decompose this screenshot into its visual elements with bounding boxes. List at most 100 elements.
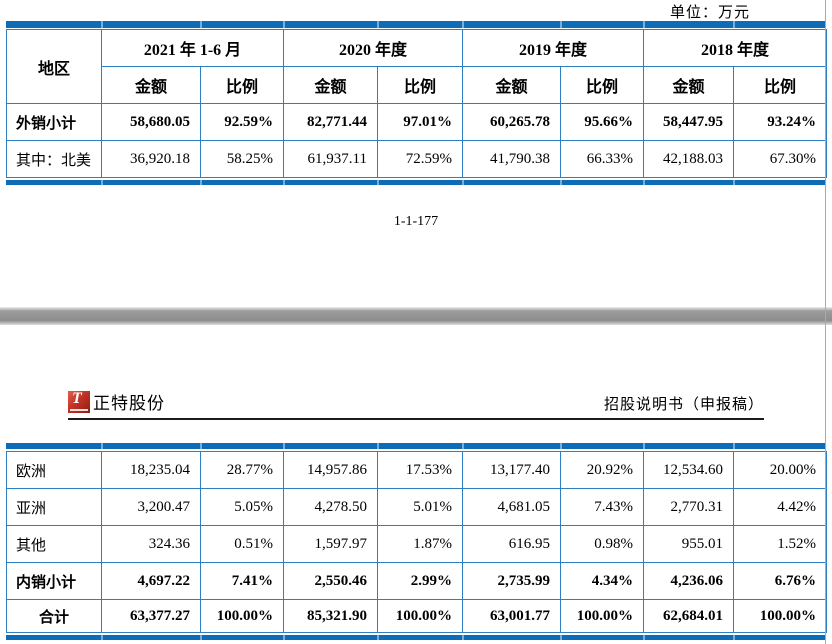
period-header-2021: 2021 年 1-6 月 [101,29,284,67]
region-sales-table-continued: 欧洲 18,235.04 28.77% 14,957.86 17.53% 13,… [6,451,827,633]
cell-value: 93.24% [733,103,828,141]
cell-value: 6.76% [733,562,827,600]
cell-value: 2,735.99 [462,562,561,600]
period-header-2020: 2020 年度 [282,29,464,67]
cell-value: 61,937.11 [283,140,378,178]
amount-header: 金额 [283,66,378,104]
cell-value: 20.00% [733,451,827,489]
cell-value: 0.98% [560,525,644,563]
cell-value: 85,321.90 [283,599,378,633]
cell-value: 4,236.06 [643,562,734,600]
region-sales-table: 地区 2021 年 1-6 月 2020 年度 2019 年度 2018 年度 … [6,29,828,178]
row-label: 合计 [6,599,102,633]
cell-value: 100.00% [200,599,284,633]
table-heavy-top-border [6,21,826,28]
cell-value: 28.77% [200,451,284,489]
cell-value: 324.36 [101,525,201,563]
document-header: T 正特股份 招股说明书（申报稿） [68,389,764,420]
row-label: 其他 [6,525,102,563]
cell-value: 82,771.44 [283,103,378,141]
period-header-row: 地区 2021 年 1-6 月 2020 年度 2019 年度 2018 年度 [6,29,828,104]
cell-value: 42,188.03 [643,140,735,178]
cell-value: 13,177.40 [462,451,561,489]
cell-value: 95.66% [560,103,645,141]
cell-value: 1.87% [377,525,463,563]
cell-value: 3,200.47 [101,488,201,526]
amount-header: 金额 [462,66,562,104]
cell-value: 66.33% [560,140,645,178]
cell-value: 58.25% [200,140,284,178]
cell-value: 63,001.77 [462,599,561,633]
cell-value: 58,447.95 [643,103,735,141]
subheader-row: 金额 比例 金额 比例 金额 比例 金额 比例 [7,66,828,104]
cell-value: 18,235.04 [101,451,201,489]
cell-value: 1,597.97 [283,525,378,563]
cell-value: 4.34% [560,562,644,600]
page-number: 1-1-177 [393,214,439,229]
table-heavy-top-border [6,443,826,449]
unit-label: 单位：万元 [669,5,750,21]
logo-monogram: T [72,389,82,407]
table-row-export-subtotal: 外销小计 58,680.05 92.59% 82,771.44 97.01% 6… [6,103,828,141]
table-heavy-bottom-border [6,180,826,185]
cell-value: 41,790.38 [462,140,562,178]
cell-value: 4,278.50 [283,488,378,526]
cell-value: 100.00% [733,599,827,633]
company-logo-icon: T [68,389,90,413]
page-edge-line [825,0,826,644]
cell-value: 100.00% [377,599,463,633]
cell-value: 2.99% [377,562,463,600]
cell-value: 17.53% [377,451,463,489]
cell-value: 12,534.60 [643,451,734,489]
cell-value: 955.01 [643,525,734,563]
period-header-2019: 2019 年度 [462,29,645,67]
cell-value: 20.92% [560,451,644,489]
cell-value: 97.01% [376,103,464,141]
row-label: 亚洲 [6,488,102,526]
table-row-total: 合计 63,377.27 100.00% 85,321.90 100.00% 6… [6,599,827,633]
cell-value: 5.01% [377,488,463,526]
cell-value: 100.00% [560,599,644,633]
cell-value: 1.52% [733,525,827,563]
ratio-header: 比例 [560,66,645,104]
table-row-asia: 亚洲 3,200.47 5.05% 4,278.50 5.01% 4,681.0… [6,488,827,526]
amount-header: 金额 [643,66,735,104]
cell-value: 72.59% [376,140,464,178]
cell-value: 36,920.18 [101,140,201,178]
company-brand: T 正特股份 [68,389,165,414]
ratio-header: 比例 [200,66,284,104]
table-row-other: 其他 324.36 0.51% 1,597.97 1.87% 616.95 0.… [6,525,827,563]
cell-value: 4,697.22 [101,562,201,600]
ratio-header: 比例 [376,66,464,104]
cell-value: 63,377.27 [101,599,201,633]
cell-value: 92.59% [200,103,284,141]
row-label: 内销小计 [6,562,102,600]
table-heavy-bottom-border [6,635,826,640]
row-label: 外销小计 [6,103,102,141]
cell-value: 2,550.46 [283,562,378,600]
cell-value: 67.30% [733,140,828,178]
document-title: 招股说明书（申报稿） [603,397,764,413]
cell-value: 60,265.78 [462,103,562,141]
table-row-north-america: 其中：北美 36,920.18 58.25% 61,937.11 72.59% … [6,140,828,178]
cell-value: 58,680.05 [101,103,201,141]
table-row-europe: 欧洲 18,235.04 28.77% 14,957.86 17.53% 13,… [6,451,827,489]
period-header-2018: 2018 年度 [643,29,828,67]
amount-header: 金额 [101,66,201,104]
sales-by-region-table-continued: 欧洲 18,235.04 28.77% 14,957.86 17.53% 13,… [6,443,827,640]
ratio-header: 比例 [733,66,828,104]
sales-by-region-table-top: 地区 2021 年 1-6 月 2020 年度 2019 年度 2018 年度 … [6,21,828,185]
company-name: 正特股份 [93,394,165,413]
cell-value: 0.51% [200,525,284,563]
cell-value: 7.41% [200,562,284,600]
cell-value: 7.43% [560,488,644,526]
cell-value: 14,957.86 [283,451,378,489]
region-column-header: 地区 [6,29,102,104]
cell-value: 4.42% [733,488,827,526]
row-label: 其中：北美 [6,140,102,178]
row-label: 欧洲 [6,451,102,489]
table-row-domestic-subtotal: 内销小计 4,697.22 7.41% 2,550.46 2.99% 2,735… [6,562,827,600]
page-break-divider [0,307,832,325]
cell-value: 616.95 [462,525,561,563]
cell-value: 4,681.05 [462,488,561,526]
